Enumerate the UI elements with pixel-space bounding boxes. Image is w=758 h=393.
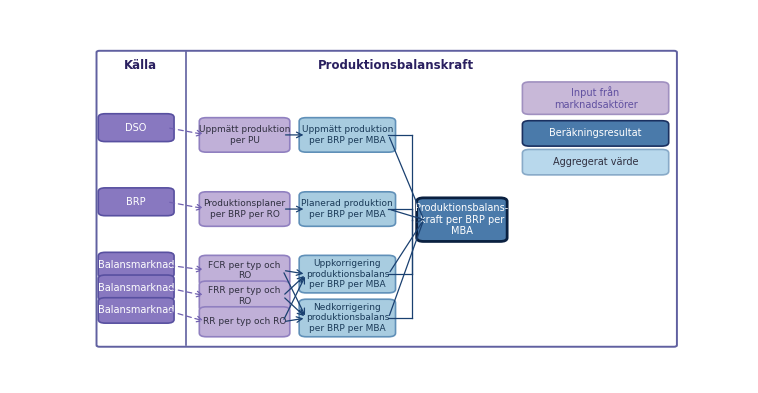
Text: Produktionsbalans-
kraft per BRP per
MBA: Produktionsbalans- kraft per BRP per MBA [415, 203, 509, 236]
FancyBboxPatch shape [199, 307, 290, 337]
Text: FRR per typ och
RO: FRR per typ och RO [208, 286, 280, 306]
Text: Nedkorrigering
produktionsbalans
per BRP per MBA: Nedkorrigering produktionsbalans per BRP… [305, 303, 389, 333]
FancyBboxPatch shape [299, 255, 396, 293]
FancyBboxPatch shape [199, 281, 290, 311]
FancyBboxPatch shape [99, 275, 174, 300]
Text: BRP: BRP [127, 197, 146, 207]
FancyBboxPatch shape [522, 149, 669, 175]
Text: Balansmarknad: Balansmarknad [98, 305, 174, 316]
FancyBboxPatch shape [99, 298, 174, 323]
Text: RR per typ och RO: RR per typ och RO [203, 317, 287, 326]
Text: Produktionsbalanskraft: Produktionsbalanskraft [318, 59, 474, 72]
Text: Uppmätt produktion
per BRP per MBA: Uppmätt produktion per BRP per MBA [302, 125, 393, 145]
FancyBboxPatch shape [99, 188, 174, 216]
FancyBboxPatch shape [522, 121, 669, 146]
Text: Produktionsplaner
per BRP per RO: Produktionsplaner per BRP per RO [203, 199, 286, 219]
Text: Input från
marknadsaktörer: Input från marknadsaktörer [553, 86, 637, 110]
FancyBboxPatch shape [99, 252, 174, 278]
FancyBboxPatch shape [199, 255, 290, 285]
FancyBboxPatch shape [417, 198, 507, 241]
Text: Balansmarknad: Balansmarknad [98, 283, 174, 293]
FancyBboxPatch shape [299, 118, 396, 152]
Text: Balansmarknad: Balansmarknad [98, 260, 174, 270]
FancyBboxPatch shape [522, 82, 669, 114]
Text: Uppmätt produktion
per PU: Uppmätt produktion per PU [199, 125, 290, 145]
FancyBboxPatch shape [199, 118, 290, 152]
FancyBboxPatch shape [99, 114, 174, 141]
Text: Planerad produktion
per BRP per MBA: Planerad produktion per BRP per MBA [302, 199, 393, 219]
Text: FCR per typ och
RO: FCR per typ och RO [208, 261, 280, 280]
FancyBboxPatch shape [299, 299, 396, 337]
Text: Aggregerat värde: Aggregerat värde [553, 157, 638, 167]
Text: Beräkningsresultat: Beräkningsresultat [550, 129, 642, 138]
Text: Källa: Källa [124, 59, 157, 72]
Text: Uppkorrigering
produktionsbalans
per BRP per MBA: Uppkorrigering produktionsbalans per BRP… [305, 259, 389, 289]
FancyBboxPatch shape [199, 192, 290, 226]
FancyBboxPatch shape [299, 192, 396, 226]
Text: DSO: DSO [126, 123, 147, 133]
